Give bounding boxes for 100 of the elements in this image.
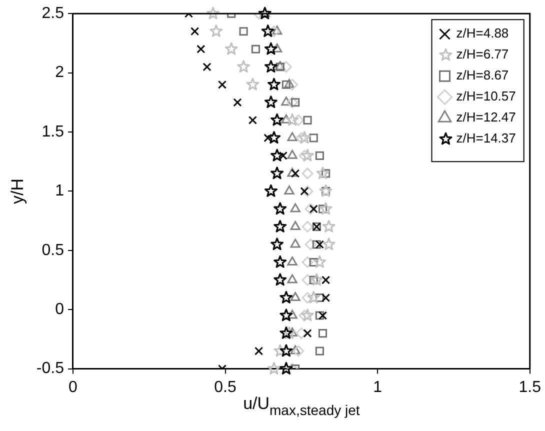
- point: [316, 166, 330, 180]
- point: [310, 273, 324, 286]
- point: [290, 345, 300, 354]
- point: [261, 24, 274, 38]
- legend-label: z/H=14.37: [456, 130, 516, 146]
- point: [280, 344, 293, 357]
- point: [280, 290, 293, 304]
- point: [319, 184, 332, 197]
- point: [304, 238, 316, 250]
- point: [270, 113, 284, 126]
- point: [264, 134, 272, 142]
- point: [298, 131, 311, 144]
- x-tick-label: 1: [373, 378, 382, 396]
- point: [280, 326, 293, 339]
- point: [239, 27, 248, 36]
- point: [274, 220, 287, 232]
- point: [287, 274, 298, 284]
- point: [254, 346, 264, 356]
- point: [303, 116, 312, 124]
- point: [264, 42, 278, 55]
- x-tick-label: 0: [68, 378, 78, 396]
- point: [319, 202, 332, 215]
- point: [202, 62, 212, 72]
- point: [296, 132, 308, 144]
- point: [274, 255, 287, 268]
- point: [313, 255, 326, 268]
- point: [190, 27, 200, 36]
- point: [218, 80, 227, 89]
- point: [302, 185, 314, 197]
- point: [270, 148, 284, 162]
- point: [258, 6, 272, 20]
- point: [268, 362, 281, 374]
- point: [315, 346, 324, 356]
- x-tick-label: 0.5: [214, 378, 236, 396]
- point: [287, 132, 298, 142]
- point: [315, 293, 324, 302]
- point: [322, 276, 330, 284]
- point: [307, 290, 320, 304]
- point: [274, 202, 287, 215]
- point: [248, 116, 257, 124]
- point: [268, 26, 280, 38]
- point: [286, 113, 299, 126]
- point: [282, 326, 296, 339]
- point: [286, 96, 298, 108]
- point: [284, 185, 294, 194]
- point: [274, 344, 287, 357]
- point: [290, 238, 300, 248]
- point: [322, 238, 336, 250]
- legend-label: z/H=8.67: [456, 68, 509, 83]
- point: [280, 61, 292, 73]
- point: [312, 240, 321, 249]
- point: [268, 78, 281, 90]
- point: [282, 80, 290, 89]
- point: [287, 150, 298, 159]
- y-tick-label: 0.5: [42, 242, 64, 259]
- point: [264, 184, 278, 197]
- y-tick-label: 1: [55, 182, 64, 200]
- y-tick-label: 0: [55, 301, 64, 318]
- point: [315, 311, 324, 320]
- point: [224, 42, 238, 55]
- point: [287, 168, 298, 177]
- point: [284, 78, 294, 88]
- point: [292, 345, 304, 357]
- legend-label: z/H=12.47: [456, 110, 516, 125]
- point: [298, 310, 310, 322]
- point: [287, 256, 298, 266]
- point: [315, 151, 324, 160]
- point: [298, 150, 310, 162]
- point: [292, 114, 304, 126]
- point: [210, 24, 223, 38]
- legend-label: z/H=10.57: [456, 88, 516, 104]
- point: [304, 203, 316, 215]
- point: [290, 220, 300, 230]
- point: [280, 362, 293, 374]
- point: [290, 203, 300, 212]
- point: [270, 166, 284, 180]
- point: [274, 273, 287, 286]
- point: [270, 238, 284, 250]
- point: [291, 169, 300, 178]
- point: [286, 78, 298, 90]
- point: [268, 131, 281, 144]
- y-axis-title: y/H: [8, 178, 27, 204]
- point: [302, 256, 314, 268]
- point: [280, 308, 293, 322]
- point: [264, 60, 278, 73]
- y-tick-label: 1.5: [42, 123, 64, 140]
- y-tick-label: -0.5: [36, 360, 64, 378]
- point: [302, 220, 314, 232]
- point: [309, 204, 318, 214]
- point: [206, 6, 220, 20]
- point: [272, 43, 282, 52]
- x-tick-label: 1.5: [518, 378, 542, 396]
- point: [309, 258, 318, 267]
- point: [272, 26, 282, 35]
- y-tick-label: 2.5: [42, 5, 64, 22]
- point: [303, 328, 312, 338]
- point: [287, 310, 298, 319]
- legend-label: z/H=6.77: [456, 46, 509, 62]
- point: [290, 292, 300, 302]
- point: [318, 311, 328, 320]
